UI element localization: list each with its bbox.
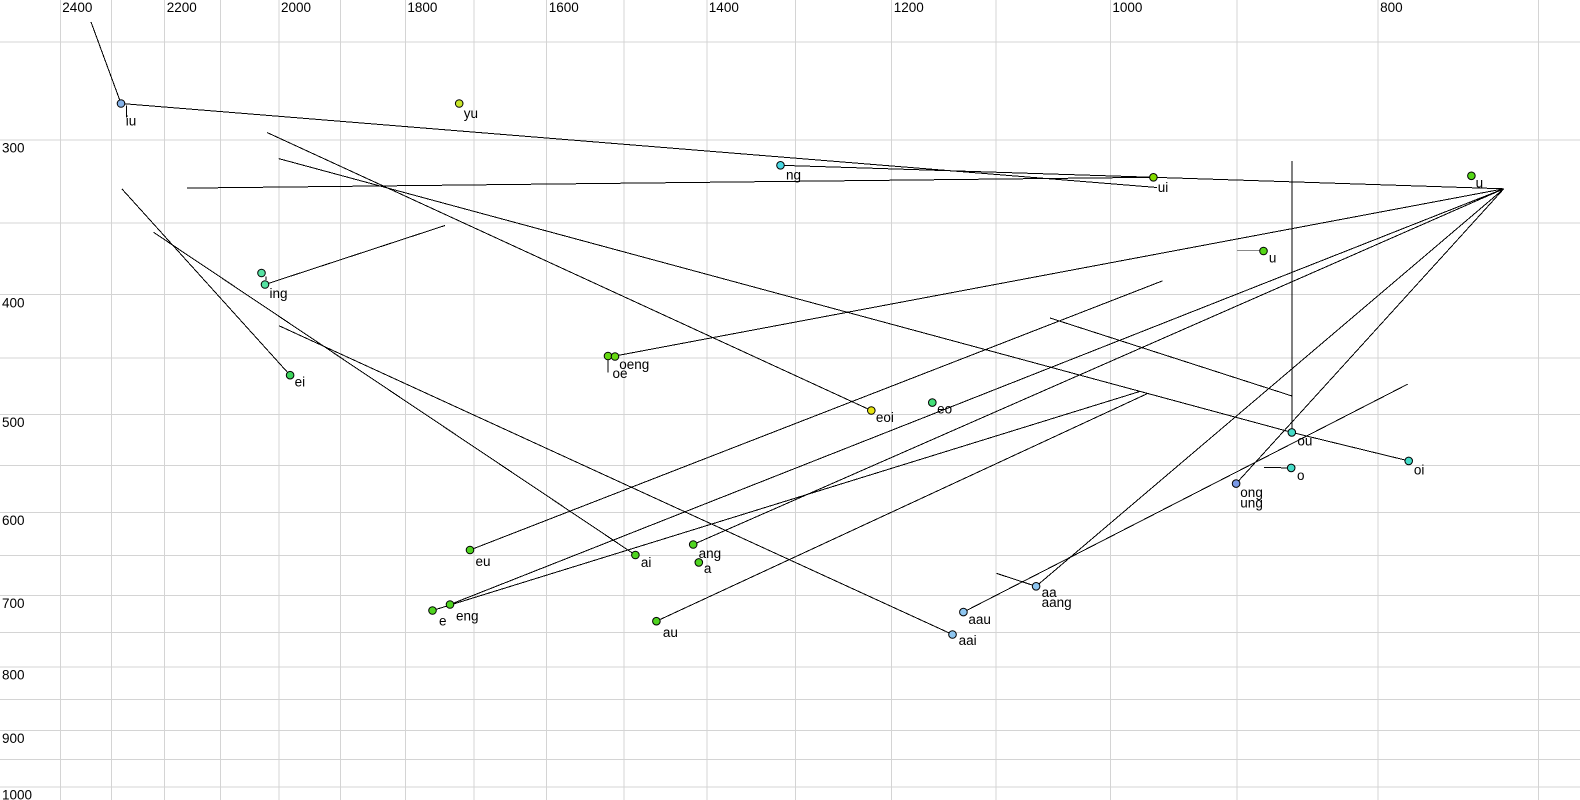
svg-text:1600: 1600: [549, 0, 579, 15]
svg-text:800: 800: [1380, 0, 1403, 15]
svg-text:1000: 1000: [1112, 0, 1142, 15]
svg-text:700: 700: [2, 596, 25, 611]
svg-text:ai: ai: [641, 555, 652, 570]
svg-text:aa: aa: [1042, 585, 1058, 600]
svg-text:1800: 1800: [407, 0, 437, 15]
svg-text:eoi: eoi: [876, 410, 894, 425]
svg-text:2200: 2200: [167, 0, 197, 15]
svg-text:ong: ong: [1240, 485, 1263, 500]
svg-text:oi: oi: [1414, 463, 1425, 478]
svg-text:ng: ng: [786, 168, 801, 183]
svg-text:1000: 1000: [2, 788, 32, 800]
svg-text:ou: ou: [1297, 434, 1312, 449]
svg-text:ei: ei: [295, 375, 306, 390]
svg-text:oe: oe: [613, 366, 628, 381]
svg-text:500: 500: [2, 415, 25, 430]
svg-text:aai: aai: [959, 633, 977, 648]
svg-text:o: o: [1297, 468, 1305, 483]
svg-text:iu: iu: [126, 113, 137, 128]
svg-text:oeng: oeng: [619, 357, 649, 372]
svg-text:e: e: [439, 614, 447, 629]
svg-text:900: 900: [2, 731, 25, 746]
svg-text:300: 300: [2, 141, 25, 156]
svg-text:ing: ing: [270, 286, 288, 301]
svg-text:2000: 2000: [281, 0, 311, 15]
svg-text:ang: ang: [699, 546, 722, 561]
svg-text:2400: 2400: [62, 0, 92, 15]
svg-text:eng: eng: [456, 609, 479, 624]
svg-text:ui: ui: [1158, 180, 1169, 195]
svg-text:800: 800: [2, 668, 25, 683]
svg-text:aang: aang: [1042, 595, 1072, 610]
svg-text:u: u: [1476, 176, 1484, 191]
svg-text:au: au: [663, 625, 678, 640]
svg-text:yu: yu: [464, 106, 478, 121]
svg-text:1400: 1400: [709, 0, 739, 15]
svg-text:ung: ung: [1240, 496, 1263, 511]
svg-text:u: u: [1269, 251, 1277, 266]
svg-text:eu: eu: [476, 554, 491, 569]
svg-text:eo: eo: [937, 401, 952, 416]
svg-text:600: 600: [2, 513, 25, 528]
svg-text:a: a: [704, 561, 712, 576]
svg-text:400: 400: [2, 295, 25, 310]
svg-text:1200: 1200: [894, 0, 924, 15]
svg-text:aau: aau: [968, 612, 991, 627]
